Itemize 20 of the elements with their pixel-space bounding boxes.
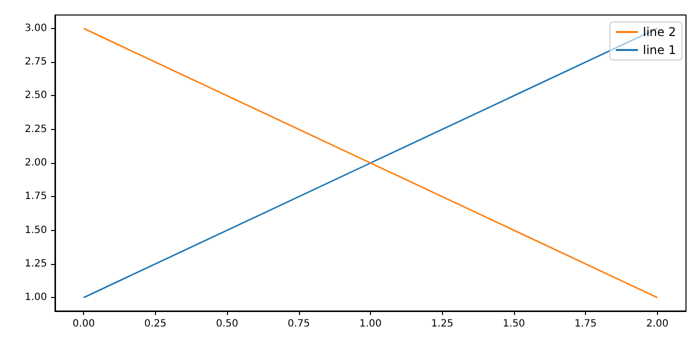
legend-label: line 1: [642, 43, 676, 57]
y-tick-label: 2.25: [24, 124, 47, 135]
y-tick-label: 1.50: [24, 224, 47, 236]
x-tick-label: 1.00: [359, 318, 382, 330]
x-tick-label: 2.00: [646, 318, 668, 330]
x-tick-label: 1.75: [574, 318, 597, 330]
x-tick-label: 1.50: [502, 318, 526, 330]
y-tick-label: 2.50: [24, 90, 47, 102]
x-tick-label: 0.50: [216, 318, 238, 330]
y-tick-label: 1.00: [24, 292, 47, 304]
y-tick-label: 1.25: [24, 258, 47, 270]
x-tick-label: 0.25: [144, 318, 167, 330]
x-tick-label: 0.00: [72, 318, 95, 330]
x-tick-label: 0.75: [288, 318, 310, 330]
x-tick-label: 1.25: [431, 318, 454, 330]
y-tick-label: 1.75: [24, 191, 47, 202]
y-tick-label: 2.00: [24, 158, 47, 168]
y-tick-label: 3.00: [24, 22, 47, 34]
y-tick-label: 2.75: [24, 56, 47, 68]
legend-label: line 2: [642, 25, 676, 39]
